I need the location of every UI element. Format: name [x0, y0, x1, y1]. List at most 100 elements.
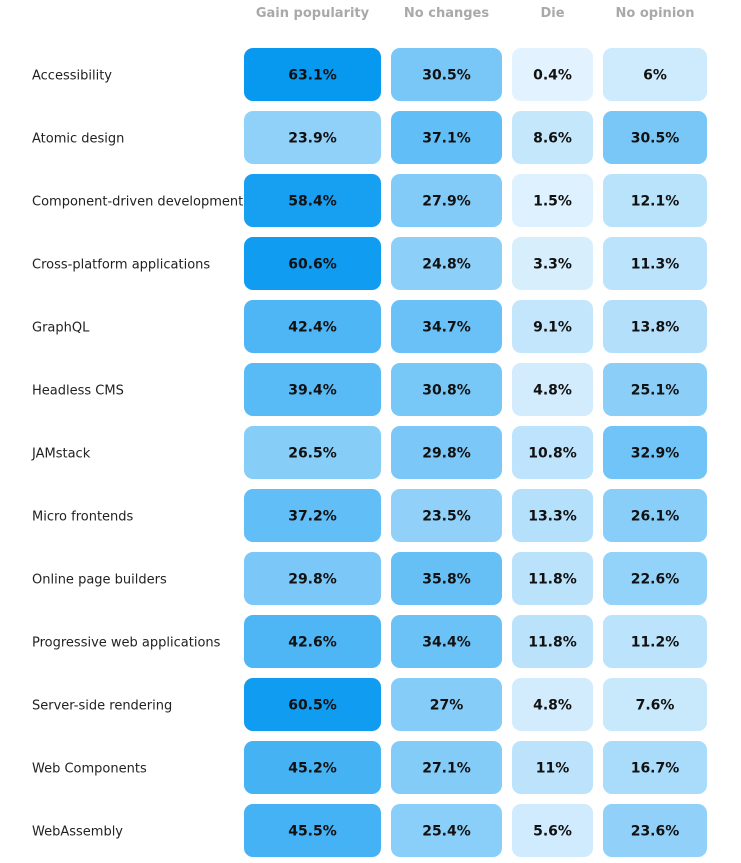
cell-value-label: 11%	[536, 761, 570, 777]
row-label: Headless CMS	[32, 384, 124, 399]
heatmap-cell	[603, 615, 707, 668]
heatmap-rows: Accessibility 63.1% 30.5% 0.4% 6% Atomic desi…	[31, 48, 707, 857]
heatmap-cell	[512, 741, 593, 794]
heatmap-cell	[391, 741, 502, 794]
heatmap-cell	[603, 48, 707, 101]
heatmap-cell	[391, 48, 502, 101]
row-label: Online page builders	[32, 573, 167, 588]
cell-value-label: 45.2%	[288, 761, 337, 777]
heatmap-row-graphql: GraphQL 42.4% 34.7% 9.1% 13.8%	[32, 300, 707, 353]
cell-value-label: 9.1%	[533, 320, 572, 336]
heatmap-cell	[244, 552, 381, 605]
heatmap-row-server-side-rendering: Server-side rendering 60.5% 27% 4.8% 7.6%	[32, 678, 707, 731]
heatmap-cell	[391, 363, 502, 416]
heatmap-row-progressive-web-applications: Progressive web applications 42.6% 34.4% 11…	[32, 615, 707, 668]
cell-value-label: 37.1%	[422, 131, 471, 147]
heatmap-cell	[512, 174, 593, 227]
cell-value-label: 45.5%	[288, 824, 337, 840]
heatmap-cell	[244, 489, 381, 542]
heatmap-row-cross-platform-applications: Cross-platform applications 60.6% 24.8% 3.3…	[32, 237, 707, 290]
cell-value-label: 0.4%	[533, 68, 572, 84]
row-label: Server-side rendering	[32, 699, 172, 714]
row-label: Web Components	[32, 762, 147, 777]
heatmap-cell	[244, 615, 381, 668]
heatmap-cell	[512, 237, 593, 290]
heatmap-row-accessibility: Accessibility 63.1% 30.5% 0.4% 6%	[32, 48, 707, 101]
column-header-no-changes: No changes	[404, 6, 489, 21]
cell-value-label: 24.8%	[422, 257, 471, 273]
heatmap-cell	[603, 237, 707, 290]
cell-value-label: 30.5%	[631, 131, 680, 147]
cell-value-label: 6%	[643, 68, 667, 84]
cell-value-label: 39.4%	[288, 383, 337, 399]
heatmap-cell	[244, 741, 381, 794]
heatmap-cell	[391, 804, 502, 857]
cell-value-label: 42.6%	[288, 635, 337, 651]
cell-value-label: 11.2%	[631, 635, 680, 651]
cell-value-label: 42.4%	[288, 320, 337, 336]
heatmap-cell	[391, 237, 502, 290]
heatmap-cell	[244, 804, 381, 857]
cell-value-label: 11.8%	[528, 635, 577, 651]
cell-value-label: 4.8%	[533, 698, 572, 714]
cell-value-label: 23.9%	[288, 131, 337, 147]
row-label: WebAssembly	[32, 825, 123, 840]
heatmap-cell	[512, 426, 593, 479]
heatmap-cell	[603, 552, 707, 605]
cell-value-label: 23.5%	[422, 509, 471, 525]
cell-value-label: 12.1%	[631, 194, 680, 210]
cell-value-label: 7.6%	[636, 698, 675, 714]
cell-value-label: 25.4%	[422, 824, 471, 840]
row-label: Accessibility	[32, 69, 112, 84]
row-label: Cross-platform applications	[32, 258, 210, 273]
heatmap-cell	[391, 678, 502, 731]
row-label: Micro frontends	[32, 510, 134, 525]
heatmap-cell	[391, 489, 502, 542]
cell-value-label: 10.8%	[528, 446, 577, 462]
cell-value-label: 13.3%	[528, 509, 577, 525]
heatmap-row-webassembly: WebAssembly 45.5% 25.4% 5.6% 23.6%	[32, 804, 707, 857]
cell-value-label: 29.8%	[288, 572, 337, 588]
column-header-gain-popularity: Gain popularity	[256, 6, 370, 21]
cell-value-label: 30.8%	[422, 383, 471, 399]
row-label: GraphQL	[32, 321, 90, 336]
cell-value-label: 60.6%	[288, 257, 337, 273]
heatmap-cell	[603, 111, 707, 164]
heatmap-row-micro-frontends: Micro frontends 37.2% 23.5% 13.3% 26.1%	[32, 489, 707, 542]
cell-value-label: 26.5%	[288, 446, 337, 462]
heatmap-cell	[603, 363, 707, 416]
heatmap-cell	[603, 489, 707, 542]
heatmap-cell	[244, 174, 381, 227]
cell-value-label: 27.9%	[422, 194, 471, 210]
row-label: Atomic design	[32, 132, 124, 147]
heatmap-row-headless-cms: Headless CMS 39.4% 30.8% 4.8% 25.1%	[32, 363, 707, 416]
cell-value-label: 25.1%	[631, 383, 680, 399]
cell-value-label: 34.7%	[422, 320, 471, 336]
cell-value-label: 37.2%	[288, 509, 337, 525]
cell-value-label: 30.5%	[422, 68, 471, 84]
row-label: Component-driven development	[32, 195, 243, 210]
heatmap-row-online-page-builders: Online page builders 29.8% 35.8% 11.8% 22.6%	[32, 552, 707, 605]
cell-value-label: 63.1%	[288, 68, 337, 84]
cell-value-label: 29.8%	[422, 446, 471, 462]
heatmap-row-web-components: Web Components 45.2% 27.1% 11% 16.7%	[32, 741, 707, 794]
heatmap-cell	[603, 300, 707, 353]
heatmap-cell	[512, 804, 593, 857]
heatmap-cell	[603, 678, 707, 731]
cell-value-label: 16.7%	[631, 761, 680, 777]
cell-value-label: 8.6%	[533, 131, 572, 147]
row-label: Progressive web applications	[32, 636, 221, 651]
heatmap-cell	[512, 552, 593, 605]
cell-value-label: 5.6%	[533, 824, 572, 840]
cell-value-label: 34.4%	[422, 635, 471, 651]
cell-value-label: 23.6%	[631, 824, 680, 840]
heatmap-cell	[512, 678, 593, 731]
column-header-die: Die	[540, 6, 564, 21]
heatmap-cell	[512, 300, 593, 353]
heatmap-cell	[391, 174, 502, 227]
heatmap-cell	[244, 237, 381, 290]
heatmap-cell	[603, 426, 707, 479]
heatmap-cell	[391, 426, 502, 479]
heatmap-cell	[391, 615, 502, 668]
